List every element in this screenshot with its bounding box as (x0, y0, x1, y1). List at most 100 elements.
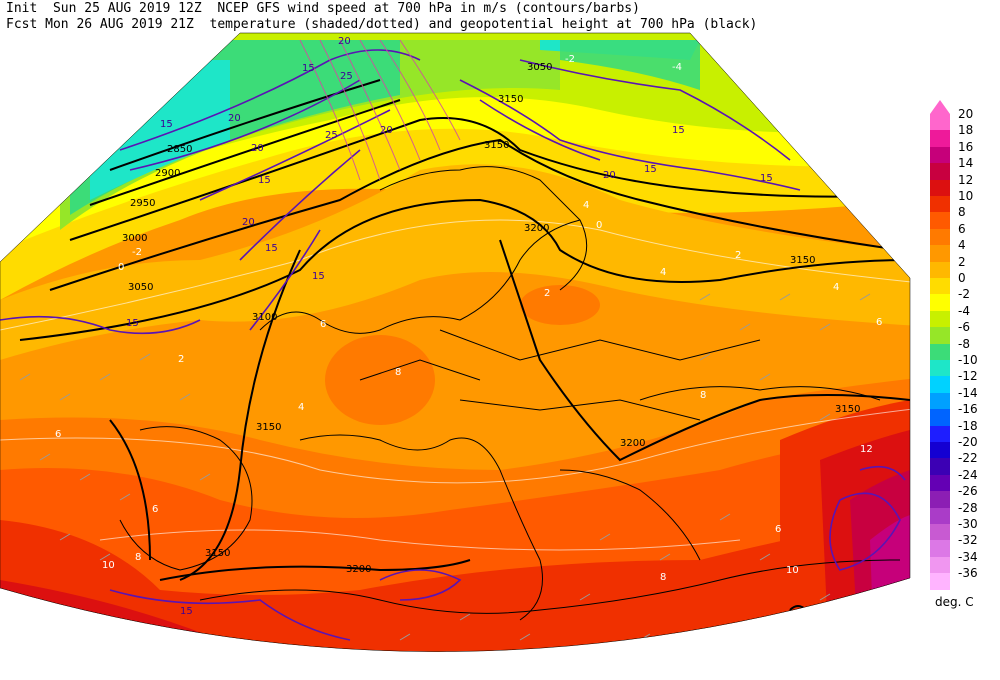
legend-label: -4 (958, 303, 970, 318)
wind-label: 20 (228, 113, 241, 124)
wind-contour-labels: 20 15 25 20 20 15 25 20 15 20 15 15 15 2… (126, 36, 773, 617)
height-label: 3150 (205, 548, 230, 559)
legend-swatch (930, 442, 950, 459)
legend-swatch (930, 425, 950, 443)
legend-swatch (930, 409, 950, 427)
temp-label: 4 (660, 267, 666, 278)
legend-label: -36 (958, 566, 978, 581)
wind-label: 20 (251, 143, 264, 154)
temp-label: 0 (596, 220, 602, 231)
legend-label: 18 (958, 123, 974, 138)
legend-swatch (930, 212, 950, 230)
legend-label: 0 (958, 271, 966, 285)
temp-label: 4 (583, 200, 589, 211)
wind-label: 15 (760, 173, 773, 184)
wind-label: 20 (338, 36, 351, 47)
legend-label: -18 (958, 418, 978, 433)
wind-label: 15 (644, 164, 657, 175)
legend-swatch (930, 524, 950, 541)
legend-top-arrow (930, 100, 950, 114)
height-label: 2950 (130, 198, 155, 209)
legend-units: deg. C (935, 595, 974, 609)
legend-swatch (930, 245, 950, 263)
legend-swatch (930, 196, 950, 213)
temp-label: 2 (735, 250, 741, 261)
legend-swatch (930, 146, 950, 164)
legend-label: 12 (958, 172, 974, 187)
height-label: 3200 (524, 223, 549, 234)
temp-label: 8 (395, 367, 401, 378)
legend-label: -34 (958, 549, 978, 564)
height-label: 3000 (122, 233, 147, 244)
legend-swatch (930, 556, 950, 574)
wind-label: 15 (312, 271, 325, 282)
legend-label: 10 (958, 189, 974, 203)
legend-swatch (930, 573, 950, 591)
legend-label: -28 (958, 500, 978, 515)
legend-swatch (930, 360, 950, 377)
legend-label: -2 (958, 287, 970, 302)
legend-label: -20 (958, 435, 978, 449)
temperature-contour-labels: -2 0 2 4 6 8 4 6 2 4 6 8 6 8 10 12 10 8 … (55, 54, 882, 583)
height-label: 3150 (790, 255, 815, 266)
wind-label: 20 (603, 170, 616, 181)
wind-label: 15 (672, 125, 685, 136)
legend-label: -6 (958, 320, 970, 335)
temp-label: 8 (135, 552, 141, 563)
header-forecast-line: Fcst Mon 26 AUG 2019 21Z temperature (sh… (6, 17, 758, 32)
legend-label: 16 (958, 139, 974, 154)
legend-label: -22 (958, 451, 978, 466)
wind-label: 15 (265, 243, 278, 254)
height-label: 3150 (256, 422, 281, 433)
temp-label: 0 (118, 262, 124, 273)
header-init-line: Init Sun 25 AUG 2019 12Z NCEP GFS wind s… (6, 1, 640, 16)
wind-label: 25 (325, 130, 338, 141)
temp-label: 10 (786, 565, 799, 576)
temp-label: 6 (775, 524, 781, 535)
temp-label: 2 (178, 354, 184, 365)
legend-label: -8 (958, 336, 970, 351)
legend-label: -10 (958, 353, 978, 367)
legend-swatch (930, 474, 950, 492)
wind-label: 15 (302, 63, 315, 74)
height-label: 3200 (620, 438, 645, 449)
legend-label: -30 (958, 517, 978, 531)
legend-label: -32 (958, 533, 978, 548)
legend-label: 2 (958, 254, 966, 269)
height-label: 3150 (498, 94, 523, 105)
temp-label: -2 (132, 247, 142, 258)
wind-label: 15 (126, 318, 139, 329)
wind-label: 15 (258, 175, 271, 186)
temp-label: 8 (700, 390, 706, 401)
legend-label: 8 (958, 205, 966, 220)
legend-swatch (930, 294, 950, 312)
legend-label: -26 (958, 484, 978, 499)
temp-label: 6 (320, 319, 326, 330)
legend-label: -14 (958, 385, 978, 400)
legend-swatch (930, 491, 950, 509)
temp-label: 4 (298, 402, 304, 413)
legend-label: 6 (958, 221, 966, 236)
legend-swatch (930, 343, 950, 361)
temp-label: 6 (152, 504, 158, 515)
legend-swatch (930, 458, 950, 476)
temp-label: 2 (544, 288, 550, 299)
legend-swatch (930, 310, 950, 328)
legend-swatch (930, 278, 950, 295)
legend-swatch (930, 376, 950, 394)
legend-swatch (930, 507, 950, 525)
wind-label: 20 (380, 125, 393, 136)
height-label: 3200 (346, 564, 371, 575)
legend-swatch (930, 163, 950, 181)
legend-label: -24 (958, 467, 978, 482)
temperature-legend: 20 18 16 14 12 10 8 6 4 2 0 -2 -4 -6 -8 -10 -12 -14 -16 -18… (930, 100, 1000, 591)
temp-label: 8 (660, 572, 666, 583)
wind-label: 20 (242, 217, 255, 228)
height-label: 3150 (835, 404, 860, 415)
wind-label: 15 (180, 606, 193, 617)
height-label: 3050 (128, 282, 153, 293)
height-label: 3050 (527, 62, 552, 73)
legend-swatch (930, 327, 950, 345)
wind-label: 25 (340, 71, 353, 82)
